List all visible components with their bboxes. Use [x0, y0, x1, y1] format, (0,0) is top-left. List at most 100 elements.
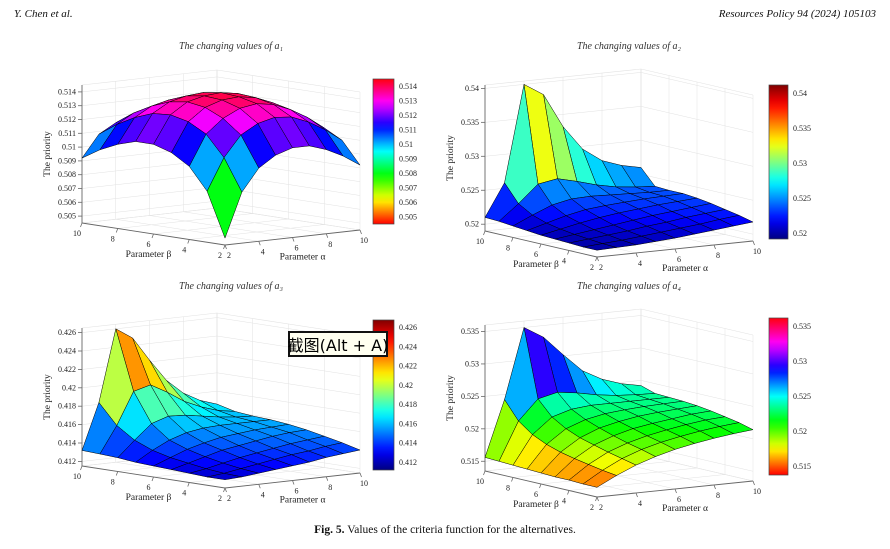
colorbar-tick-label: 0.509 — [399, 154, 417, 163]
y-tick-label: 4 — [562, 497, 566, 506]
grid-line — [325, 233, 329, 238]
surface-mesh — [484, 84, 754, 251]
colorbar — [768, 317, 789, 476]
grid-line — [539, 483, 542, 489]
grid-line — [752, 480, 755, 486]
grid-line — [640, 140, 754, 167]
colorbar-tick-label: 0.513 — [399, 96, 417, 105]
z-tick-label: 0.418 — [58, 402, 76, 411]
z-tick-label: 0.509 — [58, 156, 76, 165]
grid-line — [81, 69, 218, 86]
z-tick-label: 0.525 — [461, 392, 479, 401]
x-axis-label: Parameter α — [662, 504, 708, 514]
grid-line — [713, 484, 716, 490]
z-axis-label: The priority — [446, 375, 456, 421]
z-tick-label: 0.42 — [62, 383, 76, 392]
y-tick-label: 2 — [218, 251, 222, 260]
surface-facet — [206, 157, 243, 239]
page-header: Y. Chen et al. Resources Policy 94 (2024… — [14, 8, 876, 20]
header-authors: Y. Chen et al. — [14, 8, 73, 20]
y-tick-label: 8 — [111, 478, 115, 487]
grid-line — [539, 243, 542, 249]
grid-line — [216, 200, 361, 224]
colorbar-tick-label: 0.52 — [793, 427, 807, 436]
z-tick-label: 0.507 — [58, 184, 76, 193]
grid-line — [596, 256, 599, 262]
z-tick-label: 0.512 — [58, 115, 76, 124]
z-tick-label: 0.426 — [58, 328, 76, 337]
grid-line — [292, 480, 295, 485]
z-tick-label: 0.52 — [465, 424, 479, 433]
grid-line — [81, 317, 218, 333]
y-tick-label: 10 — [476, 477, 484, 486]
y-tick-label: 10 — [476, 237, 484, 246]
colorbar-tick-label: 0.507 — [399, 183, 417, 192]
colorbar-tick-label: 0.515 — [793, 462, 811, 471]
z-tick-label: 0.508 — [58, 170, 76, 179]
grid-line — [81, 90, 218, 106]
colorbar-tick-label: 0.416 — [399, 419, 417, 428]
grid-line — [640, 380, 754, 407]
grid-line — [223, 244, 226, 250]
grid-line — [81, 335, 218, 352]
colorbar — [372, 78, 395, 225]
y-tick-label: 8 — [111, 235, 115, 244]
y-axis-label: Parameter β — [126, 493, 172, 503]
grid-line — [568, 474, 726, 491]
z-tick-label: 0.414 — [58, 439, 76, 448]
z-tick-label: 0.515 — [461, 457, 479, 466]
grid-line — [187, 239, 190, 244]
grid-line — [216, 69, 361, 93]
z-tick-label: 0.51 — [62, 143, 76, 152]
grid-line — [484, 72, 642, 89]
surface-facet — [582, 470, 617, 488]
grid-line — [483, 230, 486, 236]
x-tick-label: 2 — [599, 503, 603, 512]
grid-line — [640, 72, 754, 99]
x-tick-label: 6 — [677, 495, 681, 504]
x-tick-label: 10 — [753, 487, 761, 496]
grid-line — [484, 308, 642, 326]
plot-title: The changing values of a₄ — [577, 281, 682, 292]
colorbar-tick-label: 0.414 — [399, 439, 417, 448]
y-tick-label: 4 — [182, 246, 186, 255]
grid-line — [81, 200, 218, 217]
grid-line — [713, 244, 716, 250]
z-tick-label: 0.424 — [58, 347, 76, 356]
y-tick-label: 6 — [534, 250, 538, 259]
colorbar-tick-label: 0.42 — [399, 381, 413, 390]
y-tick-label: 4 — [562, 257, 566, 266]
grid-line — [635, 492, 638, 498]
screenshot-tooltip-label: 截图(Alt + A) — [287, 336, 389, 355]
z-axis-label: The priority — [43, 374, 53, 420]
colorbar-tick-label: 0.418 — [399, 400, 417, 409]
grid-line — [640, 454, 754, 482]
grid-line — [511, 477, 514, 482]
grid-line — [640, 315, 754, 342]
z-tick-label: 0.514 — [58, 87, 76, 96]
surface-facet — [206, 473, 243, 480]
z-tick-label: 0.513 — [58, 101, 76, 110]
colorbar-tick-label: 0.424 — [399, 342, 417, 351]
grid-line — [359, 229, 362, 235]
colorbar-tick-label: 0.525 — [793, 392, 811, 401]
colorbar-tick-label: 0.422 — [399, 362, 417, 371]
grid-line — [80, 222, 83, 228]
grid-line — [224, 244, 227, 250]
grid-line — [640, 308, 754, 336]
y-tick-label: 8 — [506, 244, 510, 253]
y-axis-label: Parameter β — [126, 250, 172, 260]
colorbar-tick-label: 0.535 — [793, 322, 811, 331]
colorbar-tick-label: 0.506 — [399, 198, 417, 207]
grid-line — [216, 354, 361, 377]
grid-line — [752, 240, 755, 246]
grid-line — [216, 76, 361, 100]
x-tick-label: 8 — [716, 251, 720, 260]
y-tick-label: 2 — [218, 494, 222, 503]
y-tick-label: 6 — [534, 490, 538, 499]
grid-line — [595, 256, 598, 262]
z-tick-label: 0.506 — [58, 198, 76, 207]
plot-title: The changing values of a₂ — [577, 41, 682, 52]
colorbar-tick-label: 0.512 — [399, 111, 417, 120]
